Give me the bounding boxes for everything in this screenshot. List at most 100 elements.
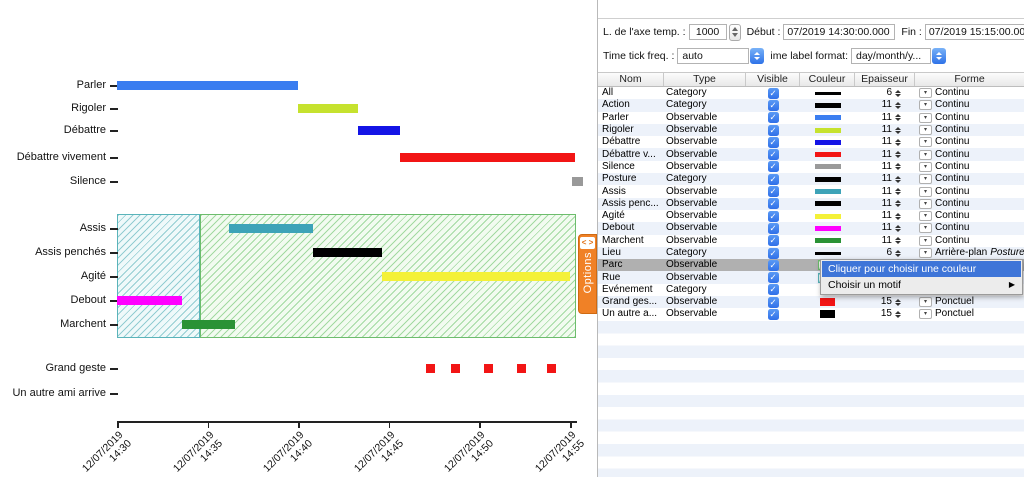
visible-checkbox[interactable]: ✓ (767, 87, 779, 99)
table-row-action[interactable]: Action Category ✓ 11 ▾ Continu (598, 99, 1024, 112)
visible-checkbox[interactable]: ✓ (767, 308, 779, 320)
column-header-type[interactable]: Type (664, 73, 746, 86)
color-swatch[interactable] (814, 238, 841, 244)
shape-dropdown-icon[interactable]: ▾ (919, 297, 932, 308)
table-row-posture[interactable]: Posture Category ✓ 11 ▾ Continu (598, 173, 1024, 186)
visible-checkbox[interactable]: ✓ (767, 296, 779, 308)
color-swatch[interactable] (814, 152, 841, 158)
tick-frequency-value[interactable]: auto (677, 48, 750, 64)
combo-stepper-icon[interactable] (932, 48, 946, 64)
visible-checkbox[interactable]: ✓ (767, 284, 779, 296)
tick-frequency-combo[interactable]: auto (677, 48, 765, 64)
thickness-stepper[interactable] (895, 89, 901, 97)
visible-checkbox[interactable]: ✓ (767, 173, 779, 185)
table-row-assis-penc[interactable]: Assis penc... Observable ✓ 11 ▾ Continu (598, 197, 1024, 210)
thickness-stepper[interactable] (895, 138, 901, 146)
color-swatch[interactable] (820, 298, 835, 307)
color-swatch[interactable] (814, 189, 841, 195)
color-swatch[interactable] (814, 201, 841, 207)
visible-checkbox[interactable]: ✓ (767, 124, 779, 136)
table-row-debattre[interactable]: Débattre Observable ✓ 11 ▾ Continu (598, 136, 1024, 149)
shape-dropdown-icon[interactable]: ▾ (919, 100, 932, 111)
shape-dropdown-icon[interactable]: ▾ (919, 88, 932, 99)
visible-checkbox[interactable]: ✓ (767, 210, 779, 222)
bar-agite[interactable] (381, 271, 570, 281)
visible-checkbox[interactable]: ✓ (767, 99, 779, 111)
table-row-debattre-v[interactable]: Débattre v... Observable ✓ 11 ▾ Continu (598, 148, 1024, 161)
bar-assis[interactable] (229, 223, 313, 233)
thickness-stepper[interactable] (895, 151, 901, 159)
region-rue[interactable] (117, 214, 201, 338)
bar-assis-penches[interactable] (312, 247, 382, 257)
color-swatch[interactable] (814, 164, 841, 170)
bar-rigoler[interactable] (298, 103, 358, 113)
table-row-rigoler[interactable]: Rigoler Observable ✓ 11 ▾ Continu (598, 123, 1024, 137)
table-row-all[interactable]: All Category ✓ 6 ▾ Continu (598, 87, 1024, 100)
visible-checkbox[interactable]: ✓ (767, 259, 779, 271)
color-swatch[interactable] (814, 102, 841, 108)
axis-length-stepper[interactable] (728, 23, 741, 41)
menu-item-choose-color[interactable]: Cliquer pour choisir une couleur (822, 261, 1021, 277)
thickness-stepper[interactable] (895, 163, 901, 171)
point-grand-geste-1[interactable] (425, 363, 435, 373)
thickness-stepper[interactable] (895, 126, 901, 134)
shape-dropdown-icon[interactable]: ▾ (919, 223, 932, 234)
point-grand-geste-5[interactable] (547, 363, 557, 373)
table-row-silence[interactable]: Silence Observable ✓ 11 ▾ Continu (598, 160, 1024, 174)
thickness-stepper[interactable] (895, 200, 901, 208)
visible-checkbox[interactable]: ✓ (767, 161, 779, 173)
visible-checkbox[interactable]: ✓ (767, 272, 779, 284)
table-row-lieu[interactable]: Lieu Category ✓ 6 ▾ Arrière-plan Posture (598, 246, 1024, 260)
point-grand-geste-4[interactable] (516, 363, 526, 373)
table-row-grand-ges[interactable]: Grand ges... Observable ✓ 15 ▾ Ponctuel (598, 296, 1024, 309)
options-tab[interactable]: < > Options (578, 234, 597, 314)
visible-checkbox[interactable]: ✓ (767, 186, 779, 198)
thickness-stepper[interactable] (895, 298, 901, 306)
color-swatch[interactable] (814, 251, 841, 255)
column-header-forme[interactable]: Forme (954, 73, 985, 85)
table-row-parler[interactable]: Parler Observable ✓ 11 ▾ Continu (598, 111, 1024, 124)
label-format-combo[interactable]: day/month/y... (851, 48, 946, 64)
thickness-stepper[interactable] (895, 237, 901, 245)
collapse-expand-arrows-icon[interactable]: < > (580, 237, 595, 249)
column-header-visible[interactable]: Visible (746, 73, 800, 86)
shape-dropdown-icon[interactable]: ▾ (919, 186, 932, 197)
thickness-stepper[interactable] (895, 249, 901, 257)
bar-marchent[interactable] (182, 319, 235, 329)
shape-dropdown-icon[interactable]: ▾ (919, 248, 932, 258)
point-grand-geste-3[interactable] (483, 363, 493, 373)
table-row-debout[interactable]: Debout Observable ✓ 11 ▾ Continu (598, 222, 1024, 235)
table-row-assis[interactable]: Assis Observable ✓ 11 ▾ Continu (598, 185, 1024, 198)
column-header-nom[interactable]: Nom (598, 73, 664, 86)
thickness-stepper[interactable] (895, 224, 901, 232)
thickness-stepper[interactable] (895, 175, 901, 183)
color-swatch[interactable] (814, 139, 841, 145)
shape-dropdown-icon[interactable]: ▾ (919, 211, 932, 222)
color-swatch[interactable] (814, 213, 841, 219)
thickness-stepper[interactable] (895, 101, 901, 109)
bar-debattre[interactable] (357, 125, 400, 135)
visible-checkbox[interactable]: ✓ (767, 112, 779, 124)
bar-debattre-vivement[interactable] (399, 152, 576, 162)
shape-dropdown-icon[interactable]: ▾ (919, 112, 932, 123)
end-time-input[interactable]: 07/2019 15:15:00.00 (924, 24, 1024, 40)
visible-checkbox[interactable]: ✓ (767, 222, 779, 234)
table-row-marchent[interactable]: Marchent Observable ✓ 11 ▾ Continu (598, 234, 1024, 247)
start-time-input[interactable]: 07/2019 14:30:00.000 (783, 24, 896, 40)
shape-dropdown-icon[interactable]: ▾ (919, 309, 932, 320)
column-header-epaisseur[interactable]: Epaisseur (855, 73, 915, 86)
shape-dropdown-icon[interactable]: ▾ (919, 161, 932, 172)
bar-parler[interactable] (117, 80, 299, 90)
thickness-stepper[interactable] (895, 114, 901, 122)
visible-checkbox[interactable]: ✓ (767, 247, 779, 259)
shape-dropdown-icon[interactable]: ▾ (919, 235, 932, 246)
shape-dropdown-icon[interactable]: ▾ (919, 125, 932, 136)
shape-dropdown-icon[interactable]: ▾ (919, 149, 932, 160)
thickness-stepper[interactable] (895, 212, 901, 220)
color-swatch[interactable] (814, 115, 841, 121)
visible-checkbox[interactable]: ✓ (767, 198, 779, 210)
visible-checkbox[interactable]: ✓ (767, 235, 779, 247)
axis-length-input[interactable]: 1000 (688, 24, 727, 40)
shape-dropdown-icon[interactable]: ▾ (919, 137, 932, 148)
shape-dropdown-icon[interactable]: ▾ (919, 174, 932, 185)
